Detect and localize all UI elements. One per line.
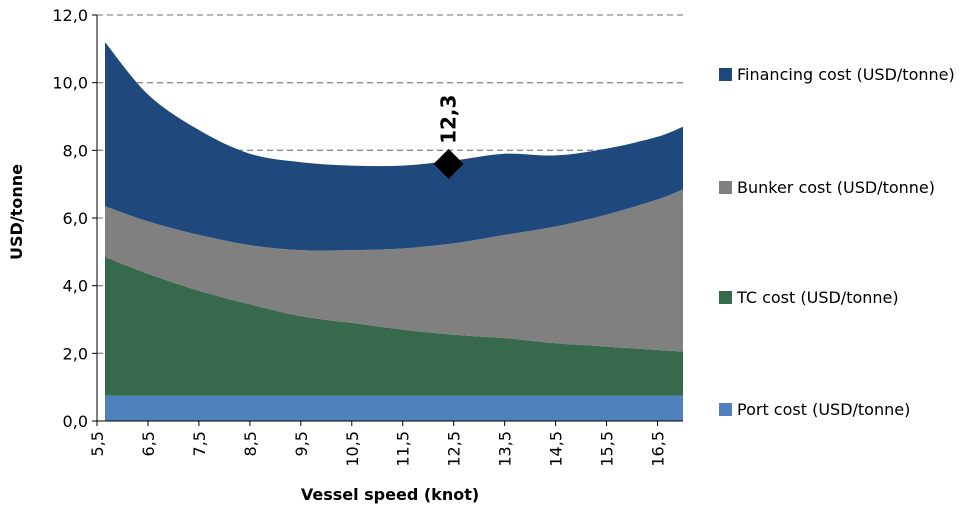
- optimal-speed-marker: 12,3: [433, 95, 464, 179]
- x-tick-label-8: 13,5: [496, 431, 515, 467]
- x-tick-labels: 5,5 6,5 7,5 8,5 9,5 10,5 11,5 12,5 13,5 14,5 15,5 1…: [88, 431, 668, 467]
- y-tick-label-3: 6,0: [63, 209, 88, 228]
- area-1: [105, 256, 683, 396]
- x-tick-label-4: 9,5: [292, 431, 311, 456]
- marker-diamond: [433, 148, 464, 179]
- y-tick-label-1: 2,0: [63, 344, 88, 363]
- x-axis-label: Vessel speed (knot): [301, 485, 479, 504]
- legend-label-2: TC cost (USD/tonne): [736, 288, 899, 307]
- area-2: [105, 189, 683, 352]
- x-tick-label-6: 11,5: [394, 431, 413, 467]
- area-0: [105, 395, 683, 421]
- x-tick-label-1: 6,5: [139, 431, 158, 456]
- y-tick-label-2: 4,0: [63, 277, 88, 296]
- y-tick-label-0: 0,0: [63, 412, 88, 431]
- axes: [92, 14, 683, 426]
- series-areas: [105, 42, 683, 421]
- y-axis-label: USD/tonne: [7, 164, 26, 260]
- x-tick-label-11: 16,5: [649, 431, 668, 467]
- legend-swatch-0: [719, 68, 732, 81]
- legend-label-1: Bunker cost (USD/tonne): [737, 178, 935, 197]
- x-tick-label-3: 8,5: [241, 431, 260, 456]
- legend-label-0: Financing cost (USD/tonne): [737, 65, 955, 84]
- legend-label-3: Port cost (USD/tonne): [737, 400, 910, 419]
- legend: Financing cost (USD/tonne) Bunker cost (U…: [719, 65, 955, 419]
- legend-swatch-1: [719, 181, 732, 194]
- x-tick-label-10: 15,5: [598, 431, 617, 467]
- x-tick-label-5: 10,5: [343, 431, 362, 467]
- area-3: [105, 42, 683, 251]
- y-tick-label-5: 10,0: [52, 74, 88, 93]
- y-tick-label-4: 8,0: [63, 141, 88, 160]
- legend-swatch-2: [719, 291, 732, 304]
- x-tick-label-7: 12,5: [445, 431, 464, 467]
- y-tick-labels: 0,0 2,0 4,0 6,0 8,0 10,0 12,0: [52, 6, 88, 431]
- marker-label: 12,3: [437, 95, 461, 144]
- legend-swatch-3: [719, 403, 732, 416]
- x-tick-label-9: 14,5: [547, 431, 566, 467]
- x-tick-label-2: 7,5: [190, 431, 209, 456]
- y-tick-label-6: 12,0: [52, 6, 88, 25]
- x-tick-label-0: 5,5: [88, 431, 107, 456]
